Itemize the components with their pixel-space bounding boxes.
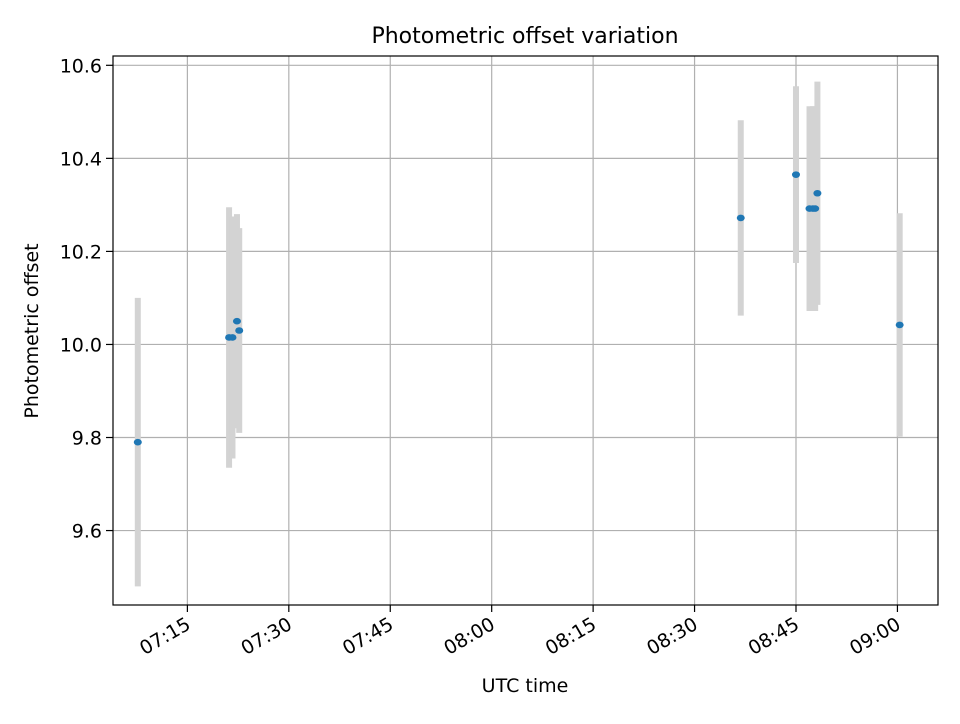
data-point <box>895 321 904 329</box>
y-tick-label: 9.8 <box>72 428 102 450</box>
chart-title: Photometric offset variation <box>371 24 678 49</box>
plot-frame <box>112 55 939 606</box>
y-tick-label: 9.6 <box>72 521 102 543</box>
y-tick-label: 10.2 <box>60 241 102 263</box>
data-points <box>133 171 904 446</box>
x-axis-label: UTC time <box>482 675 569 697</box>
data-point <box>232 317 241 325</box>
y-tick-label: 10.0 <box>60 334 102 356</box>
data-point <box>811 205 820 212</box>
data-point <box>813 189 822 197</box>
y-axis-ticks: 9.6 9.8 10.0 10.2 10.4 10.6 <box>60 55 113 543</box>
data-point <box>235 327 244 334</box>
data-point <box>133 438 142 446</box>
y-axis-label: Photometric offset <box>21 243 43 418</box>
data-point <box>736 214 745 222</box>
plot-area <box>113 56 938 605</box>
y-tick-label: 10.4 <box>60 148 102 170</box>
y-tick-label: 10.6 <box>60 55 102 77</box>
data-point <box>791 171 800 178</box>
data-point <box>228 334 237 341</box>
